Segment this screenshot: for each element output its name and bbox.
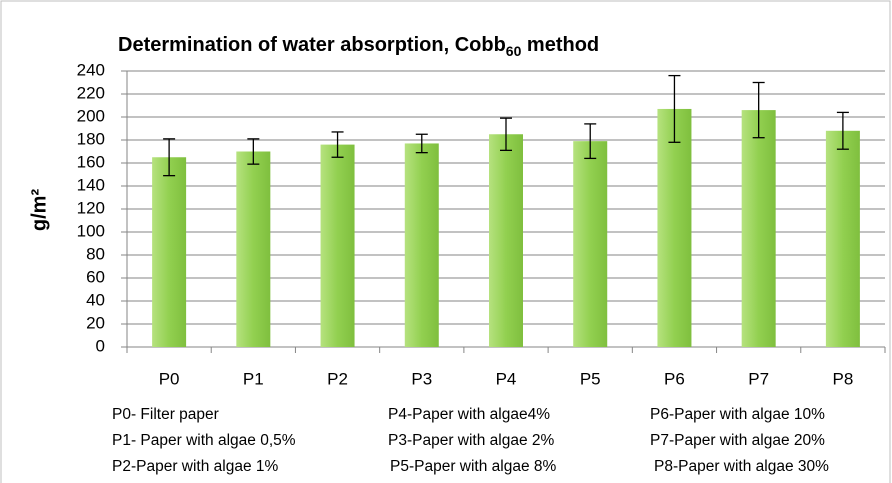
y-tick-label: 40 <box>86 290 105 309</box>
y-tick-label: 120 <box>77 198 105 217</box>
error-bar <box>163 138 176 177</box>
legend-note: P3-Paper with algae 2% <box>388 432 555 449</box>
bar <box>657 108 692 347</box>
y-axis-label: g/m² <box>28 189 50 232</box>
y-tick-label: 80 <box>86 244 105 263</box>
y-tick-label: 0 <box>96 336 105 355</box>
error-bar <box>500 117 512 152</box>
y-tick-label: 240 <box>77 60 105 79</box>
bar <box>236 151 271 347</box>
bar <box>825 130 860 347</box>
legend-note: P2-Paper with algae 1% <box>112 458 279 475</box>
legend-note: P7-Paper with algae 20% <box>650 432 825 449</box>
error-bar <box>584 123 597 160</box>
error-bar <box>415 133 428 154</box>
bar <box>152 157 187 347</box>
bar <box>573 141 608 347</box>
y-tick-label: 20 <box>86 313 105 332</box>
y-tick-label: 160 <box>77 152 105 171</box>
error-bar <box>668 74 681 143</box>
x-tick-label: P5 <box>580 369 601 388</box>
bar <box>320 144 355 347</box>
x-tick-label: P7 <box>748 369 769 388</box>
legend-note: P4-Paper with algae4% <box>388 406 550 423</box>
chart-title: Determination of water absorption, Cobb6… <box>118 34 599 58</box>
legend-note: P0- Filter paper <box>112 406 219 423</box>
x-tick-label: P4 <box>496 369 517 388</box>
bar <box>741 110 776 347</box>
bar <box>489 134 523 347</box>
error-bar <box>331 131 344 158</box>
x-tick-label: P6 <box>664 369 685 388</box>
y-tick-label: 180 <box>77 129 105 148</box>
error-bar <box>247 138 260 165</box>
x-tick-label: P8 <box>832 369 853 388</box>
y-tick-label: 220 <box>77 83 105 102</box>
y-tick-label: 100 <box>77 221 105 240</box>
error-bar <box>752 81 765 139</box>
legend-note: P1- Paper with algae 0,5% <box>112 432 296 449</box>
y-tick-label: 200 <box>77 106 105 125</box>
legend-note: P6-Paper with algae 10% <box>650 406 825 423</box>
y-tick-label: 140 <box>77 175 105 194</box>
legend-note: P8-Paper with algae 30% <box>654 458 829 475</box>
x-tick-label: P3 <box>411 369 432 388</box>
error-bar <box>836 111 849 150</box>
x-tick-label: P1 <box>243 369 264 388</box>
legend-note: P5-Paper with algae 8% <box>390 458 557 475</box>
bar <box>404 143 439 347</box>
y-tick-label: 60 <box>86 267 105 286</box>
x-tick-label: P2 <box>327 369 348 388</box>
x-tick-label: P0 <box>159 369 180 388</box>
